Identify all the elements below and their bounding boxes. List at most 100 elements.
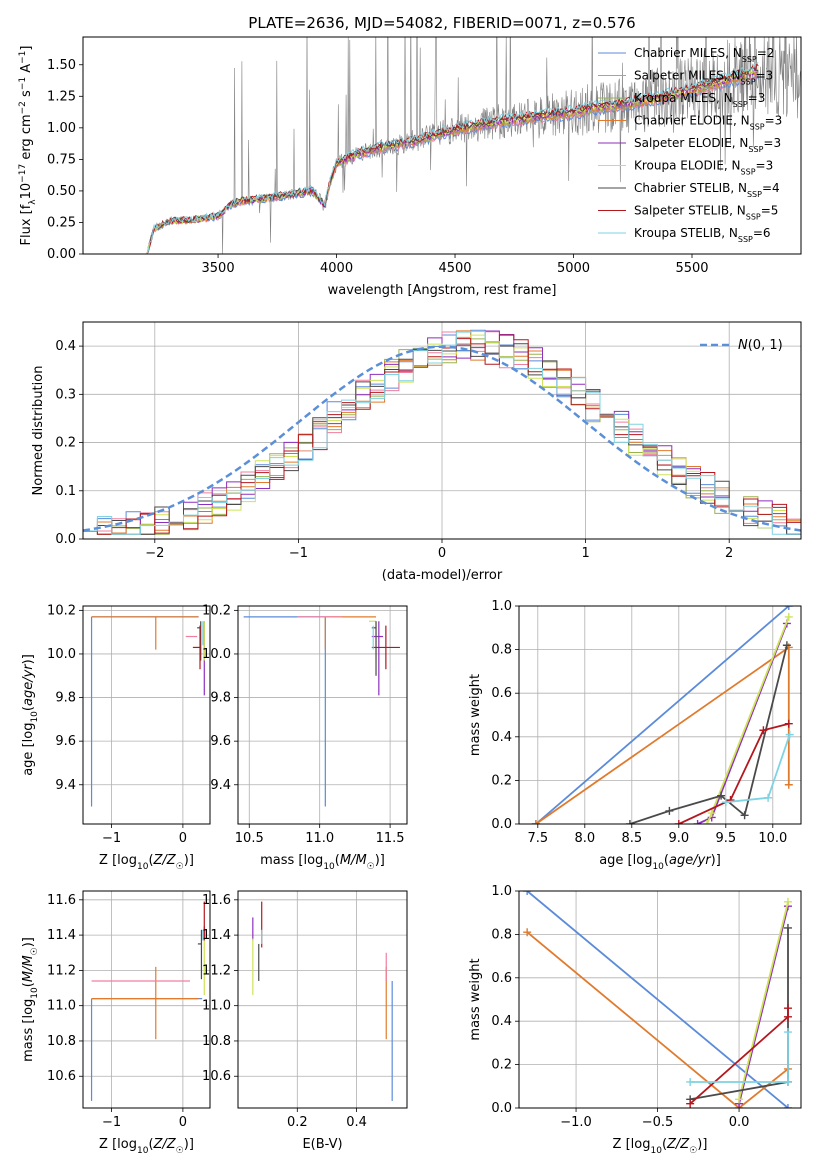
x-tick-label: −1 xyxy=(102,831,121,846)
axes-frame xyxy=(237,890,408,1109)
y-tick-label: 11.4 xyxy=(47,928,76,943)
mass-weight-line xyxy=(706,616,790,824)
y-tick-label: 11.6 xyxy=(47,893,76,908)
y-tick-label: 11.0 xyxy=(202,999,231,1014)
plot-area xyxy=(531,606,794,824)
x-axis-label: E(B-V) xyxy=(302,1137,342,1152)
x-tick-label: −1 xyxy=(289,546,308,561)
y-tick-label: 1.50 xyxy=(47,58,76,73)
x-tick-label: 8.0 xyxy=(574,831,595,846)
axes-frame xyxy=(82,605,211,825)
legend-label: Chabrier MILES, NSSP=2 xyxy=(634,46,774,64)
x-axis-label: age [log10(age/yr)] xyxy=(599,853,721,872)
x-tick-label: 9.5 xyxy=(715,831,736,846)
mass-weight-marker xyxy=(693,820,702,824)
mass-weight-marker xyxy=(726,796,735,805)
y-tick-label: 1.25 xyxy=(47,89,76,104)
y-tick-label: 0.0 xyxy=(491,817,512,832)
y-tick-label: 0.50 xyxy=(47,184,76,199)
panel-age-vs-Z: −1 0 9.4 9.6 9.8 10.0 10.2 Z [log10(Z/Z☉)] age [… xyxy=(21,603,211,872)
x-axis-label: wavelength [Angstrom, rest frame] xyxy=(328,283,557,298)
y-axis-label: mass weight xyxy=(468,958,483,1040)
y-tick-label: 10.6 xyxy=(47,1069,76,1084)
y-tick-label: 0.0 xyxy=(55,532,76,547)
y-tick-label: 11.0 xyxy=(47,999,76,1014)
plot-area xyxy=(90,901,205,1101)
y-axis-label: Flux [fλ10−17 erg cm−2 s−1 A−1] xyxy=(18,46,38,246)
mass-weight-marker xyxy=(703,820,711,824)
legend-label: Salpeter MILES, NSSP=3 xyxy=(634,69,773,87)
legend-label: N(0, 1) xyxy=(738,338,783,353)
plot-area xyxy=(523,891,792,1108)
y-tick-label: 10.8 xyxy=(202,1034,231,1049)
axes-frame xyxy=(82,321,802,540)
y-tick-label: 10.0 xyxy=(202,647,231,662)
residual-histogram-line xyxy=(83,330,801,535)
x-tick-label: 5500 xyxy=(675,261,708,276)
x-tick-label: 11.5 xyxy=(376,831,405,846)
x-axis-label: mass [log10(M/M☉)] xyxy=(260,853,385,872)
mass-weight-marker xyxy=(523,928,532,937)
panel-mass-weight-vs-Z: −1.0 −0.5 0.0 0.0 0.2 0.4 0.6 0.8 1.0 Z [log10(Z/… xyxy=(468,884,802,1156)
legend-label: Kroupa MILES, NSSP=3 xyxy=(634,91,765,109)
x-tick-label: 11.0 xyxy=(305,831,334,846)
y-tick-label: 11.2 xyxy=(47,963,76,978)
panel-mass-vs-ebv: 0.2 0.4 10.6 10.8 11.0 11.2 11.4 11.6 E(B-V) xyxy=(202,890,408,1152)
model-fit-line xyxy=(146,62,759,254)
plot-area xyxy=(146,37,801,254)
y-tick-label: 0.8 xyxy=(491,643,512,658)
x-tick-label: 9.0 xyxy=(668,831,689,846)
y-axis-label: Normed distribution xyxy=(31,366,46,496)
x-tick-label: 0.0 xyxy=(729,1115,750,1130)
y-tick-label: 10.2 xyxy=(47,603,76,618)
mass-weight-marker xyxy=(784,606,793,610)
mass-weight-line xyxy=(526,891,789,1108)
x-tick-label: −0.5 xyxy=(642,1115,674,1130)
panel-age-vs-mass: 10.5 11.0 11.5 9.4 9.6 9.8 10.0 10.2 mass [log10… xyxy=(202,603,408,872)
x-tick-label: 0.4 xyxy=(346,1115,367,1130)
legend-label: Chabrier STELIB, NSSP=4 xyxy=(634,181,780,199)
mass-weight-marker xyxy=(784,780,793,789)
legend-label: Salpeter STELIB, NSSP=5 xyxy=(634,204,778,222)
mass-weight-marker xyxy=(721,798,730,807)
y-tick-label: 0.0 xyxy=(491,1101,512,1116)
mass-weight-line xyxy=(738,905,789,1104)
x-tick-label: 7.5 xyxy=(527,831,548,846)
model-fit-line xyxy=(146,62,759,254)
axes-frame xyxy=(82,890,211,1109)
y-tick-label: 10.6 xyxy=(202,1069,231,1084)
x-tick-label: 0.2 xyxy=(287,1115,308,1130)
mass-weight-marker xyxy=(665,806,674,815)
mass-weight-line xyxy=(629,644,788,824)
panel-spectrum: 3500 4000 4500 5000 5500 0.00 0.25 0.50 0.75 1.00… xyxy=(18,36,802,298)
axes-frame xyxy=(237,605,408,825)
panel-residuals: −2 −1 0 1 2 0.0 0.1 0.2 0.3 0.4 N(0, 1) (data-model… xyxy=(31,321,802,583)
plot-area xyxy=(90,616,205,807)
y-axis-label: mass weight xyxy=(468,674,483,756)
mass-weight-marker xyxy=(783,1104,792,1108)
plot-area xyxy=(243,616,400,807)
y-tick-label: 0.4 xyxy=(491,730,512,745)
x-tick-label: 5000 xyxy=(557,261,590,276)
model-fit-line xyxy=(146,73,759,254)
y-tick-label: 10.8 xyxy=(47,1034,76,1049)
x-tick-label: 4000 xyxy=(320,261,353,276)
y-tick-label: 11.6 xyxy=(202,893,231,908)
mass-weight-marker xyxy=(759,726,768,735)
y-tick-label: 9.4 xyxy=(210,778,231,793)
mass-weight-marker xyxy=(740,811,749,820)
mass-weight-marker xyxy=(783,1028,792,1037)
y-tick-label: 0.1 xyxy=(55,484,76,499)
y-tick-label: 0.2 xyxy=(55,436,76,451)
x-tick-label: 2 xyxy=(725,546,733,561)
mass-weight-marker xyxy=(783,1004,792,1013)
mass-weight-marker xyxy=(783,1012,792,1021)
y-tick-label: 0.3 xyxy=(55,387,76,402)
legend-label: Kroupa ELODIE, NSSP=3 xyxy=(634,159,773,177)
mass-weight-marker xyxy=(784,612,793,621)
y-tick-label: 9.8 xyxy=(55,691,76,706)
mass-weight-marker xyxy=(783,923,792,932)
mass-weight-marker xyxy=(784,719,793,728)
y-tick-label: 0.2 xyxy=(491,773,512,788)
y-tick-label: 0.25 xyxy=(47,215,76,230)
